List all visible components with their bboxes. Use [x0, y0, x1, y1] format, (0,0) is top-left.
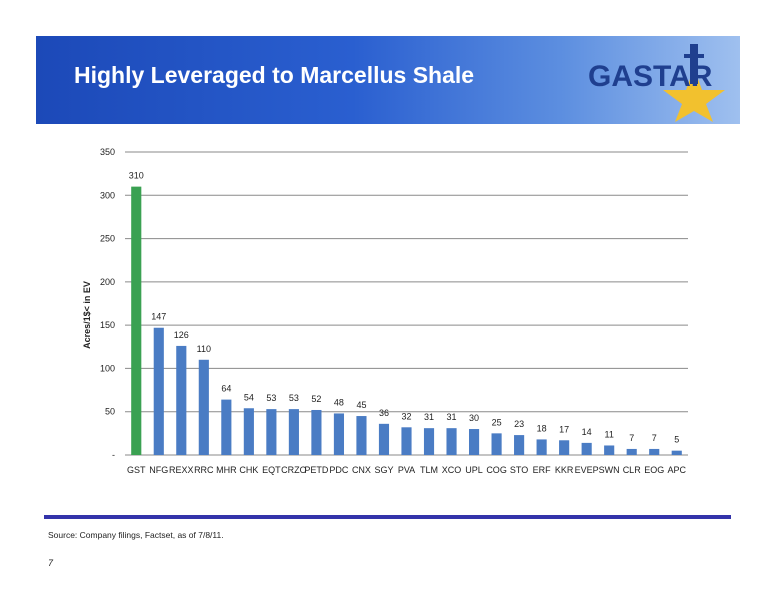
x-tick-label: TLM [420, 465, 438, 475]
bar [423, 428, 435, 455]
bar [378, 423, 390, 455]
x-tick-label: XCO [442, 465, 462, 475]
bar [356, 416, 367, 455]
bar [333, 413, 345, 455]
data-label: 11 [605, 429, 614, 439]
bar [176, 345, 187, 455]
x-tick-label: UPL [465, 465, 483, 475]
bar [468, 429, 480, 455]
y-ticks: - 50 100 150 200 250 300 350 [100, 147, 115, 460]
data-label: 36 [379, 408, 389, 418]
data-label: 64 [221, 384, 231, 394]
data-label: 23 [514, 419, 524, 429]
x-tick-label: NFG [149, 465, 168, 475]
bar [266, 409, 277, 455]
page-title: Highly Leveraged to Marcellus Shale [74, 62, 475, 88]
data-label: 52 [311, 394, 321, 404]
data-label: 5 [674, 435, 679, 445]
x-tick-label: CLR [623, 465, 642, 475]
data-label: 17 [559, 424, 569, 434]
x-tick-label: PDC [329, 465, 349, 475]
y-tick-label: 100 [100, 363, 115, 373]
y-tick-label: 250 [100, 234, 115, 244]
y-tick-label: 300 [100, 190, 115, 200]
bar [153, 327, 164, 455]
logo-derrick [690, 44, 698, 84]
bar [649, 448, 660, 455]
bar [626, 448, 637, 455]
y-tick-label: 200 [100, 277, 115, 287]
source-note: Source: Company filings, Factset, as of … [48, 530, 224, 540]
x-tick-label: CRZO [281, 465, 307, 475]
logo-text: GASTAR [588, 60, 713, 93]
x-tick-label: STO [510, 465, 528, 475]
x-tick-label: PVA [398, 465, 415, 475]
logo-star [663, 68, 725, 122]
bar [243, 408, 254, 455]
x-tick-label: GST [127, 465, 146, 475]
x-tick-label: CNX [352, 465, 371, 475]
bar [604, 445, 615, 455]
data-label: 147 [151, 312, 166, 322]
bar [491, 433, 502, 455]
x-tick-label: EVEP [575, 465, 599, 475]
x-tick-label: SWN [599, 465, 620, 475]
data-label: 310 [129, 171, 144, 181]
y-tick-label: 350 [100, 147, 115, 157]
bar [671, 450, 682, 455]
data-label: 54 [244, 392, 254, 402]
data-label: 45 [356, 400, 366, 410]
bar [311, 409, 322, 455]
data-label: 25 [492, 417, 502, 427]
y-tick-label: 50 [105, 407, 115, 417]
data-label: 53 [289, 393, 299, 403]
data-label: 30 [469, 413, 479, 423]
bar [536, 439, 547, 455]
x-tick-label: MHR [216, 465, 237, 475]
gastar-logo: GASTAR [588, 44, 725, 122]
data-label: 7 [652, 433, 657, 443]
y-axis-label: Acres/1$< in EV [82, 281, 92, 349]
data-label: 31 [424, 412, 434, 422]
x-tick-label: PETD [304, 465, 329, 475]
x-tick-label: RRC [194, 465, 214, 475]
bar [198, 359, 209, 455]
x-tick-label: REXX [169, 465, 194, 475]
x-tick-label: ERF [533, 465, 552, 475]
data-label: 14 [582, 427, 592, 437]
bar [559, 440, 570, 455]
y-tick-label: 150 [100, 320, 115, 330]
data-label: 18 [537, 423, 547, 433]
bar [401, 427, 412, 455]
bar [581, 442, 592, 455]
footer-rule [44, 515, 731, 519]
bar [288, 409, 299, 455]
x-tick-label: EOG [644, 465, 664, 475]
data-label: 7 [629, 433, 634, 443]
data-label: 110 [197, 344, 211, 354]
data-label: 53 [266, 393, 276, 403]
x-tick-label: CHK [239, 465, 258, 475]
x-tick-label: COG [486, 465, 507, 475]
bar [131, 186, 142, 455]
data-label: 31 [447, 412, 457, 422]
y-tick-label: - [112, 450, 115, 460]
x-tick-label: APC [667, 465, 686, 475]
gridlines [125, 151, 688, 456]
bar [514, 435, 525, 455]
x-tick-label: SGY [374, 465, 393, 475]
bars [131, 186, 682, 455]
data-label: 48 [334, 397, 344, 407]
bar-chart: Acres/1$< in EV - 50 100 150 200 250 300 350 31… [82, 147, 688, 475]
page-number: 7 [48, 558, 54, 568]
data-label: 32 [401, 411, 411, 421]
header-banner: Highly Leveraged to Marcellus Shale GAST… [36, 36, 740, 124]
data-label: 126 [174, 330, 189, 340]
bar [446, 428, 457, 455]
x-tick-label: KKR [555, 465, 574, 475]
x-tick-label: EQT [262, 465, 281, 475]
bar [221, 399, 232, 455]
